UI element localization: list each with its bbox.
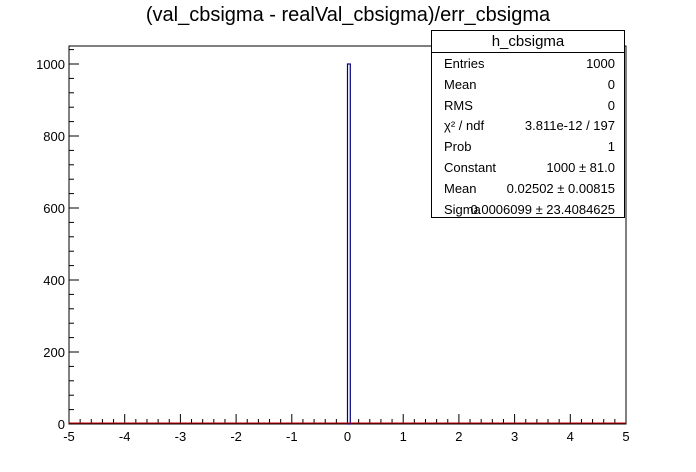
- histogram-bin: [346, 63, 351, 425]
- x-tick-label: 5: [622, 429, 629, 444]
- stats-row: Prob 1: [432, 136, 624, 157]
- x-tick-label: -3: [175, 429, 187, 444]
- x-tick-label: 4: [567, 429, 574, 444]
- stats-key: Constant: [444, 159, 497, 175]
- x-tick-label: 2: [455, 429, 462, 444]
- stats-value: 0.0006099 ± 23.4084625: [470, 201, 616, 217]
- x-tick-label: -2: [230, 429, 242, 444]
- y-tick-label: 0: [58, 417, 65, 432]
- x-tick-label: 3: [511, 429, 518, 444]
- stats-value: 0: [607, 76, 615, 92]
- y-tick-label: 400: [43, 273, 65, 288]
- stats-value: 1000: [586, 56, 615, 71]
- y-tick-label: 600: [43, 201, 65, 216]
- x-tick-label: 1: [400, 429, 407, 444]
- stats-value: 0: [607, 97, 615, 113]
- y-tick-label: 1000: [36, 57, 65, 72]
- y-tick-label: 800: [43, 129, 65, 144]
- x-tick-label: 0: [344, 429, 351, 444]
- stats-row: Mean 0: [432, 74, 624, 95]
- stats-key: Mean: [444, 180, 477, 196]
- x-tick-label: -5: [63, 429, 75, 444]
- stats-key: Mean: [444, 76, 477, 92]
- stats-value: 0.02502 ± 0.00815: [506, 180, 615, 196]
- stats-key: Sigma: [444, 201, 481, 217]
- chart-title: (val_cbsigma - realVal_cbsigma)/err_cbsi…: [145, 4, 551, 26]
- stats-row: Mean 0.02502 ± 0.00815: [432, 178, 624, 199]
- stats-key: χ² / ndf: [444, 118, 485, 134]
- stats-key: Entries: [444, 56, 485, 71]
- stats-row: Constant 1000 ± 81.0: [432, 157, 624, 178]
- stats-value: 1000 ± 81.0: [546, 159, 615, 175]
- stats-row: χ² / ndf 3.811e-12 / 197: [432, 115, 624, 136]
- stats-value: 1: [607, 139, 615, 155]
- y-tick-label: 200: [43, 345, 65, 360]
- stats-row: Entries 1000: [432, 53, 624, 74]
- stats-row: RMS 0: [432, 95, 624, 116]
- stats-key: RMS: [444, 97, 473, 113]
- x-tick-label: -1: [286, 429, 298, 444]
- stats-box-title: h_cbsigma: [432, 31, 624, 53]
- stats-key: Prob: [444, 139, 472, 155]
- x-tick-label: -4: [119, 429, 131, 444]
- stats-row: Sigma 0.0006099 ± 23.4084625: [432, 199, 624, 220]
- stats-box: h_cbsigma Entries 1000 Mean 0 RMS 0 χ² / ndf 3.…: [431, 30, 625, 218]
- stats-value: 3.811e-12 / 197: [524, 118, 615, 134]
